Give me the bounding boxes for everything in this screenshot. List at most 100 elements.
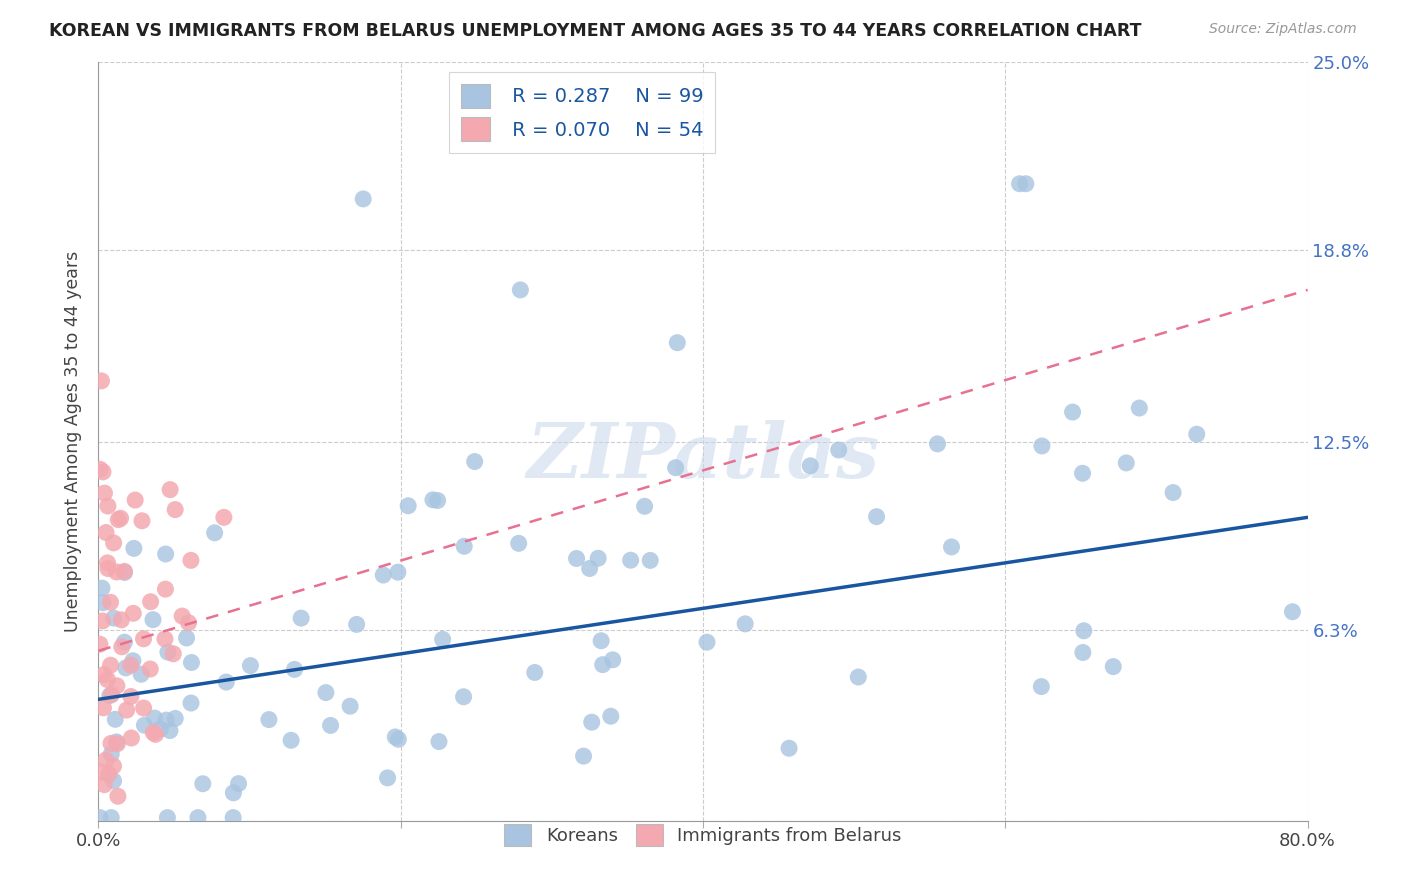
Point: [122, 607, 145, 621]
Point: [222, 786, 245, 800]
Point: [280, 733, 302, 747]
Legend: Koreans, Immigrants from Belarus: Koreans, Immigrants from Belarus: [498, 817, 908, 854]
Point: [100, 811, 122, 825]
Point: [396, 499, 419, 513]
Point: [107, 513, 129, 527]
Point: [384, 730, 406, 744]
Point: [565, 551, 588, 566]
Point: [103, 536, 125, 550]
Text: KOREAN VS IMMIGRANTS FROM BELARUS UNEMPLOYMENT AMONG AGES 35 TO 44 YEARS CORRELA: KOREAN VS IMMIGRANTS FROM BELARUS UNEMPL…: [49, 22, 1142, 40]
Point: [97, 499, 120, 513]
Point: [734, 616, 756, 631]
Point: [1008, 177, 1031, 191]
Point: [90, 374, 112, 388]
Point: [100, 736, 122, 750]
Point: [114, 635, 136, 649]
Point: [602, 653, 624, 667]
Point: [1015, 177, 1038, 191]
Point: [1031, 680, 1053, 694]
Point: [107, 789, 129, 804]
Point: [941, 540, 963, 554]
Point: [100, 747, 122, 761]
Point: [124, 493, 146, 508]
Y-axis label: Unemployment Among Ages 35 to 44 years: Unemployment Among Ages 35 to 44 years: [65, 251, 83, 632]
Point: [586, 551, 609, 566]
Point: [100, 658, 122, 673]
Point: [432, 632, 454, 647]
Point: [1031, 439, 1053, 453]
Point: [98, 689, 121, 703]
Point: [132, 701, 155, 715]
Point: [90, 765, 112, 780]
Point: [638, 553, 661, 567]
Point: [387, 565, 409, 579]
Point: [1128, 401, 1150, 415]
Point: [290, 611, 312, 625]
Point: [139, 595, 162, 609]
Point: [153, 632, 176, 646]
Point: [599, 709, 621, 723]
Point: [110, 613, 132, 627]
Point: [187, 811, 209, 825]
Point: [283, 662, 305, 676]
Point: [1073, 624, 1095, 638]
Point: [122, 654, 145, 668]
Point: [865, 509, 887, 524]
Point: [100, 595, 122, 609]
Point: [696, 635, 718, 649]
Point: [387, 732, 409, 747]
Point: [228, 776, 250, 790]
Point: [204, 525, 226, 540]
Point: [89, 462, 111, 476]
Point: [319, 718, 342, 732]
Point: [156, 645, 179, 659]
Point: [129, 667, 152, 681]
Point: [180, 553, 202, 567]
Point: [180, 656, 202, 670]
Point: [94, 753, 117, 767]
Point: [143, 711, 166, 725]
Point: [1102, 659, 1125, 673]
Text: ZIPatlas: ZIPatlas: [526, 420, 880, 493]
Text: Source: ZipAtlas.com: Source: ZipAtlas.com: [1209, 22, 1357, 37]
Point: [665, 460, 688, 475]
Point: [131, 514, 153, 528]
Point: [799, 458, 821, 473]
Point: [105, 679, 128, 693]
Point: [142, 725, 165, 739]
Point: [122, 541, 145, 556]
Point: [93, 667, 115, 681]
Point: [1281, 605, 1303, 619]
Point: [120, 690, 142, 704]
Point: [97, 767, 120, 781]
Point: [134, 718, 156, 732]
Point: [91, 581, 114, 595]
Point: [132, 632, 155, 646]
Point: [633, 500, 655, 514]
Point: [177, 615, 200, 630]
Point: [572, 749, 595, 764]
Point: [89, 637, 111, 651]
Point: [89, 811, 111, 825]
Point: [165, 711, 187, 725]
Point: [155, 582, 177, 596]
Point: [120, 658, 142, 673]
Point: [422, 492, 444, 507]
Point: [97, 561, 120, 575]
Point: [110, 511, 132, 525]
Point: [426, 493, 449, 508]
Point: [352, 192, 374, 206]
Point: [155, 547, 177, 561]
Point: [103, 611, 125, 625]
Point: [105, 737, 128, 751]
Point: [145, 727, 167, 741]
Point: [105, 735, 128, 749]
Point: [112, 565, 135, 579]
Point: [142, 613, 165, 627]
Point: [114, 661, 136, 675]
Point: [1071, 467, 1094, 481]
Point: [464, 454, 486, 468]
Point: [339, 699, 361, 714]
Point: [165, 502, 187, 516]
Point: [239, 658, 262, 673]
